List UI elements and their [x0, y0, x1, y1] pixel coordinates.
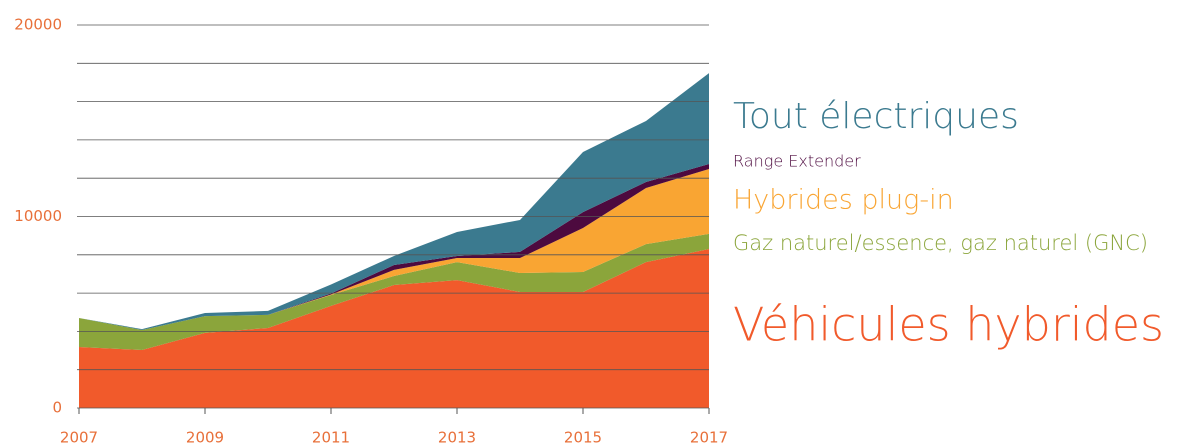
legend-label: Tout électriques [733, 96, 1019, 137]
legend-label: Véhicules hybrides [733, 298, 1164, 352]
x-tick-label: 2011 [312, 429, 350, 447]
y-tick-label: 20000 [14, 16, 62, 34]
legend-label: Gaz naturel/essence, gaz naturel (GNC) [733, 231, 1148, 255]
legend-label: Range Extender [733, 152, 861, 171]
legend-label: Hybrides plug-in [733, 185, 954, 216]
area [79, 249, 709, 408]
y-tick-label: 10000 [14, 207, 62, 225]
x-tick-label: 2007 [60, 429, 98, 447]
area [79, 233, 709, 350]
x-tick-label: 2017 [690, 429, 728, 447]
x-tick-label: 2009 [186, 429, 224, 447]
area [79, 73, 709, 331]
x-tick-label: 2015 [564, 429, 602, 447]
y-tick-label: 0 [52, 399, 62, 417]
area [79, 169, 709, 331]
x-tick-label: 2013 [438, 429, 476, 447]
